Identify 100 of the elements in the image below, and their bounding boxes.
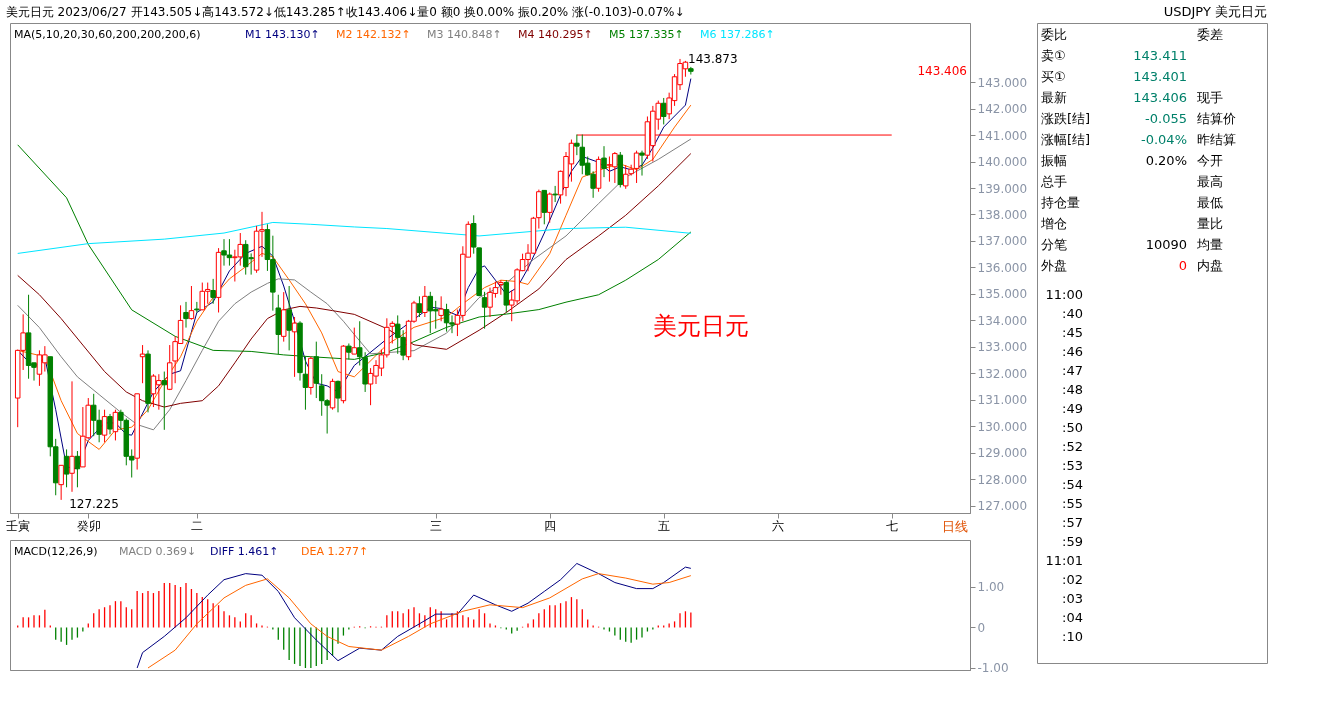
text: 外盘	[1041, 258, 1067, 273]
text: 0.20%	[1145, 153, 1187, 168]
text: M6 137.286↑	[700, 28, 775, 41]
candlestick	[210, 278, 216, 305]
annotation: 143.406	[917, 64, 967, 79]
text: :40	[1062, 306, 1083, 321]
candlestick	[351, 327, 358, 355]
text: M4 140.295↑	[518, 28, 593, 41]
candlestick	[188, 285, 195, 321]
candlestick	[161, 371, 168, 431]
text: DEA 1.277↑	[301, 545, 369, 558]
text: :49	[1062, 401, 1083, 416]
candlestick	[150, 373, 157, 408]
text: 10090	[1145, 237, 1187, 252]
text: :03	[1062, 591, 1083, 606]
text: :57	[1062, 515, 1083, 530]
x-tick-label: 三	[430, 518, 443, 533]
candlestick	[481, 291, 488, 330]
candlestick	[546, 192, 553, 224]
candlestick	[107, 413, 113, 435]
x-tick-label: 二	[191, 518, 204, 533]
text: -0.04%	[1141, 132, 1187, 147]
candlestick	[58, 464, 64, 501]
y-tick-label: 136.000	[977, 260, 1028, 275]
candlestick	[101, 409, 108, 443]
y-tick-label: 140.000	[977, 155, 1028, 170]
annotation: 143.873	[688, 51, 738, 66]
text: 143.406	[1133, 90, 1187, 105]
text: 委比	[1041, 27, 1067, 42]
text: 结算价	[1197, 111, 1236, 126]
candlestick	[416, 295, 423, 318]
candlestick	[639, 150, 645, 177]
text: :46	[1062, 344, 1083, 359]
text: :53	[1062, 458, 1083, 473]
line-series	[17, 221, 692, 254]
y-tick-label: 128.000	[977, 472, 1028, 487]
text: MACD 0.369↓	[119, 545, 197, 558]
legend-title: MACD(12,26,9)	[14, 545, 98, 558]
text: :55	[1062, 496, 1083, 511]
text: :04	[1062, 610, 1083, 625]
text: 增仓	[1040, 216, 1067, 231]
y-tick-label: 143.000	[977, 75, 1028, 90]
text: 昨结算	[1197, 132, 1236, 147]
text: 量比	[1197, 216, 1223, 231]
y-tick-label: 138.000	[977, 208, 1028, 222]
text: 涨跌[结]	[1041, 111, 1091, 126]
y-tick-label: 130.000	[977, 419, 1028, 434]
candlestick	[69, 380, 75, 493]
candlestick	[139, 344, 146, 384]
y-tick-label: 1.00	[977, 580, 1005, 595]
text: 143.411	[1133, 48, 1187, 63]
text: 今开	[1197, 153, 1223, 168]
text: 11:01	[1045, 553, 1083, 568]
text: :02	[1062, 572, 1083, 587]
candlestick	[422, 285, 428, 318]
legend-title: MA(5,10,20,30,60,200,200,200,6)	[14, 28, 201, 41]
y-tick-label: 129.000	[977, 446, 1028, 461]
y-tick-label: -1.00	[977, 661, 1009, 676]
text: DIFF 1.461↑	[210, 545, 279, 558]
text: :52	[1062, 439, 1083, 454]
text: M5 137.335↑	[609, 28, 684, 41]
annotation: 127.225	[69, 496, 119, 511]
x-tick-label: 癸卯	[76, 518, 101, 533]
text: M1 143.130↑	[245, 28, 320, 41]
candlestick	[335, 380, 341, 413]
text: 现手	[1197, 90, 1223, 105]
y-tick-label: 139.000	[977, 181, 1028, 196]
text: 内盘	[1197, 258, 1223, 273]
candlestick	[286, 285, 292, 351]
y-tick-label: 132.000	[977, 366, 1028, 381]
candlestick	[688, 66, 694, 76]
candlestick	[498, 279, 504, 296]
annotation: 美元日元	[653, 311, 750, 340]
y-tick-label: 135.000	[977, 287, 1028, 302]
text: 最新	[1041, 90, 1067, 105]
candlestick	[541, 189, 548, 225]
y-tick-label: 141.000	[977, 128, 1028, 143]
y-tick-label: 127.000	[977, 499, 1028, 514]
text: 买①	[1041, 69, 1066, 84]
candlestick	[601, 145, 607, 178]
y-tick-label: 0	[977, 620, 986, 635]
text: M2 142.132↑	[336, 28, 411, 41]
candlestick	[503, 279, 510, 313]
text: -0.055	[1145, 111, 1187, 126]
text: 分笔	[1041, 237, 1067, 252]
text: 日线	[942, 519, 968, 534]
text: 卖①	[1041, 48, 1066, 63]
x-tick-label: 壬寅	[6, 518, 31, 533]
y-tick-label: 131.000	[977, 393, 1028, 408]
text: 总手	[1040, 174, 1067, 189]
text: 持仓量	[1041, 195, 1080, 210]
candlestick	[112, 409, 119, 441]
candlestick	[633, 150, 640, 184]
text: :54	[1062, 477, 1083, 492]
text: :48	[1062, 382, 1083, 397]
text: 最高	[1197, 174, 1223, 189]
text: :10	[1062, 629, 1083, 644]
text: USDJPY 美元日元	[1163, 4, 1267, 19]
text: 委差	[1197, 27, 1223, 42]
candlestick	[660, 97, 667, 125]
